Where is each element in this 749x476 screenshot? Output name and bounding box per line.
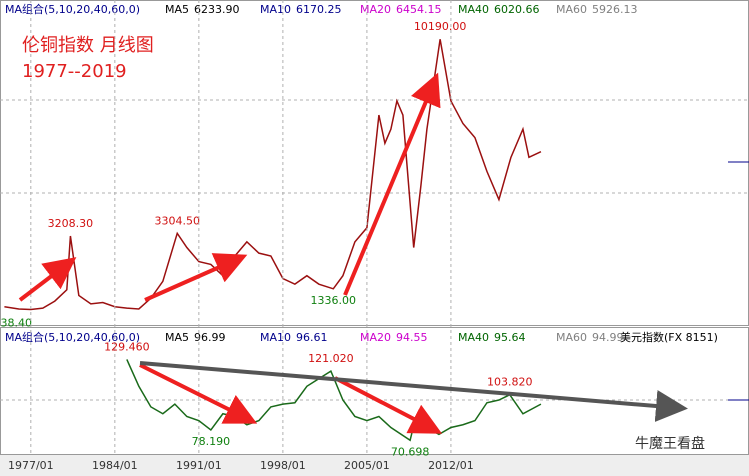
legend-name: MA20 [360, 3, 391, 16]
chart-subtitle: 1977--2019 [22, 61, 127, 82]
trend-arrow [343, 72, 441, 296]
legend-value: 96.61 [296, 331, 328, 344]
x-tick-label: 2012/01 [428, 459, 474, 472]
annotation: 1336.00 [311, 294, 357, 307]
annotation: 121.020 [308, 352, 354, 365]
panel-title: 美元指数(FX 8151) [620, 330, 718, 344]
price-line [4, 39, 542, 311]
trend-arrow [18, 257, 77, 302]
trend-arrow [139, 363, 258, 424]
legend-name: MA60 [556, 3, 587, 16]
legend-title: MA组合(5,10,20,40,60,0) [5, 330, 140, 344]
legend-value: 6020.66 [494, 3, 540, 16]
trend-arrow [144, 253, 248, 302]
legend-value: 6170.25 [296, 3, 342, 16]
price-line [126, 359, 542, 442]
legend-name: MA10 [260, 331, 291, 344]
annotation: 103.820 [487, 376, 533, 389]
x-tick-label: 1991/01 [176, 459, 222, 472]
annotation: 10190.00 [414, 20, 467, 33]
x-axis-bar [0, 455, 749, 476]
legend-value: 96.99 [194, 331, 226, 344]
watermark: 牛魔王看盘 [635, 435, 705, 452]
legend-name: MA60 [556, 331, 587, 344]
legend-value: 6233.90 [194, 3, 240, 16]
legend-title: MA组合(5,10,20,40,60,0) [5, 2, 140, 16]
x-tick-label: 1998/01 [260, 459, 306, 472]
trend-arrow [334, 376, 443, 434]
x-tick-label: 1984/01 [92, 459, 138, 472]
trend-arrow [139, 361, 688, 422]
x-tick-label: 1977/01 [8, 459, 54, 472]
annotation: 78.190 [192, 435, 231, 448]
annotation: 3208.30 [48, 217, 94, 230]
legend-value: 5926.13 [592, 3, 638, 16]
legend-value: 6454.15 [396, 3, 442, 16]
annotation: 538.40 [0, 316, 32, 329]
legend-name: MA5 [165, 331, 189, 344]
x-tick-label: 2005/01 [344, 459, 390, 472]
annotation: 3304.50 [154, 214, 200, 227]
legend-value: 94.55 [396, 331, 428, 344]
legend-name: MA5 [165, 3, 189, 16]
legend-name: MA20 [360, 331, 391, 344]
legend-name: MA40 [458, 331, 489, 344]
chart-title: 伦铜指数 月线图 [22, 35, 154, 56]
legend-name: MA10 [260, 3, 291, 16]
annotation: 129.460 [104, 340, 150, 353]
legend-value: 95.64 [494, 331, 526, 344]
legend-value: 94.99 [592, 331, 624, 344]
annotation: 70.698 [391, 445, 430, 458]
legend-name: MA40 [458, 3, 489, 16]
